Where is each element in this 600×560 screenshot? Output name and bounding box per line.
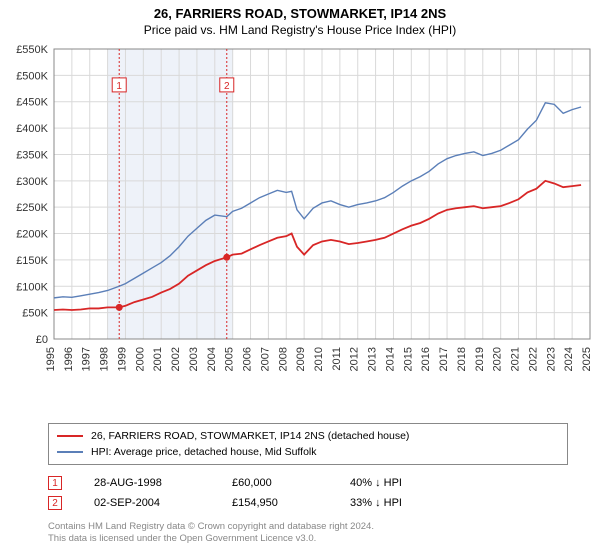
- svg-text:2021: 2021: [510, 347, 522, 371]
- sale-row-2: 2 02-SEP-2004 £154,950 33% ↓ HPI: [48, 493, 568, 513]
- svg-text:£350K: £350K: [16, 149, 48, 161]
- svg-text:£100K: £100K: [16, 281, 48, 293]
- footnote-line1: Contains HM Land Registry data © Crown c…: [48, 521, 568, 533]
- sale-marker-2: 2: [48, 496, 62, 510]
- svg-text:2014: 2014: [384, 347, 396, 371]
- svg-text:2024: 2024: [563, 347, 575, 371]
- legend-swatch-hpi: [57, 451, 83, 453]
- svg-text:2015: 2015: [402, 347, 414, 371]
- svg-text:2011: 2011: [331, 347, 343, 371]
- svg-text:2020: 2020: [492, 347, 504, 371]
- svg-text:2000: 2000: [134, 347, 146, 371]
- chart-svg: £0 £50K £100K £150K £200K £250K £300K £350K £400…: [0, 39, 600, 419]
- sale-row-1: 1 28-AUG-1998 £60,000 40% ↓ HPI: [48, 473, 568, 493]
- svg-text:£200K: £200K: [16, 229, 48, 241]
- footnote-line2: This data is licensed under the Open Gov…: [48, 533, 568, 545]
- svg-text:1: 1: [116, 81, 122, 92]
- svg-text:2: 2: [224, 81, 230, 92]
- sale-price-2: £154,950: [232, 497, 322, 509]
- sale-pct-1: 40% ↓ HPI: [350, 477, 460, 489]
- footnote: Contains HM Land Registry data © Crown c…: [48, 521, 568, 546]
- sale-date-1: 28-AUG-1998: [94, 477, 204, 489]
- svg-text:2002: 2002: [170, 347, 182, 371]
- sale-date-2: 02-SEP-2004: [94, 497, 204, 509]
- svg-text:1997: 1997: [81, 347, 93, 371]
- svg-text:1996: 1996: [63, 347, 75, 371]
- legend-box: 26, FARRIERS ROAD, STOWMARKET, IP14 2NS …: [48, 423, 568, 465]
- svg-text:2023: 2023: [545, 347, 557, 371]
- sale-pct-2: 33% ↓ HPI: [350, 497, 460, 509]
- svg-text:2018: 2018: [456, 347, 468, 371]
- sale-marker-1: 1: [48, 476, 62, 490]
- legend-label-hpi: HPI: Average price, detached house, Mid …: [91, 446, 317, 458]
- svg-text:2003: 2003: [188, 347, 200, 371]
- svg-text:2004: 2004: [206, 347, 218, 371]
- title-block: 26, FARRIERS ROAD, STOWMARKET, IP14 2NS …: [0, 0, 600, 39]
- svg-text:2010: 2010: [313, 347, 325, 371]
- svg-text:1999: 1999: [116, 347, 128, 371]
- svg-text:£250K: £250K: [16, 202, 48, 214]
- svg-text:2001: 2001: [152, 347, 164, 371]
- svg-text:£300K: £300K: [16, 176, 48, 188]
- svg-text:£500K: £500K: [16, 70, 48, 82]
- sale-price-1: £60,000: [232, 477, 322, 489]
- svg-text:2025: 2025: [581, 347, 593, 371]
- sale-marker-2-num: 2: [52, 498, 58, 509]
- svg-text:2005: 2005: [224, 347, 236, 371]
- svg-text:£50K: £50K: [22, 308, 48, 320]
- legend-item-property: 26, FARRIERS ROAD, STOWMARKET, IP14 2NS …: [57, 428, 559, 444]
- chart-plot-area: £0 £50K £100K £150K £200K £250K £300K £350K £400…: [0, 39, 600, 419]
- svg-text:2008: 2008: [277, 347, 289, 371]
- chart-container: 26, FARRIERS ROAD, STOWMARKET, IP14 2NS …: [0, 0, 600, 560]
- svg-text:2012: 2012: [349, 347, 361, 371]
- legend-label-property: 26, FARRIERS ROAD, STOWMARKET, IP14 2NS …: [91, 430, 409, 442]
- chart-subtitle: Price paid vs. HM Land Registry's House …: [0, 23, 600, 37]
- chart-title: 26, FARRIERS ROAD, STOWMARKET, IP14 2NS: [0, 6, 600, 21]
- svg-text:1998: 1998: [99, 347, 111, 371]
- svg-text:2013: 2013: [367, 347, 379, 371]
- sale-marker-1-num: 1: [52, 478, 58, 489]
- svg-text:2017: 2017: [438, 347, 450, 371]
- svg-text:2009: 2009: [295, 347, 307, 371]
- sales-table: 1 28-AUG-1998 £60,000 40% ↓ HPI 2 02-SEP…: [48, 473, 568, 513]
- svg-text:2006: 2006: [242, 347, 254, 371]
- svg-text:£150K: £150K: [16, 255, 48, 267]
- svg-text:£550K: £550K: [16, 44, 48, 56]
- svg-text:2019: 2019: [474, 347, 486, 371]
- svg-text:£450K: £450K: [16, 97, 48, 109]
- svg-text:1995: 1995: [45, 347, 57, 371]
- legend-item-hpi: HPI: Average price, detached house, Mid …: [57, 444, 559, 460]
- svg-text:£400K: £400K: [16, 123, 48, 135]
- svg-text:£0: £0: [36, 334, 48, 346]
- legend-swatch-property: [57, 435, 83, 437]
- svg-text:2022: 2022: [527, 347, 539, 371]
- svg-text:2007: 2007: [259, 347, 271, 371]
- svg-text:2016: 2016: [420, 347, 432, 371]
